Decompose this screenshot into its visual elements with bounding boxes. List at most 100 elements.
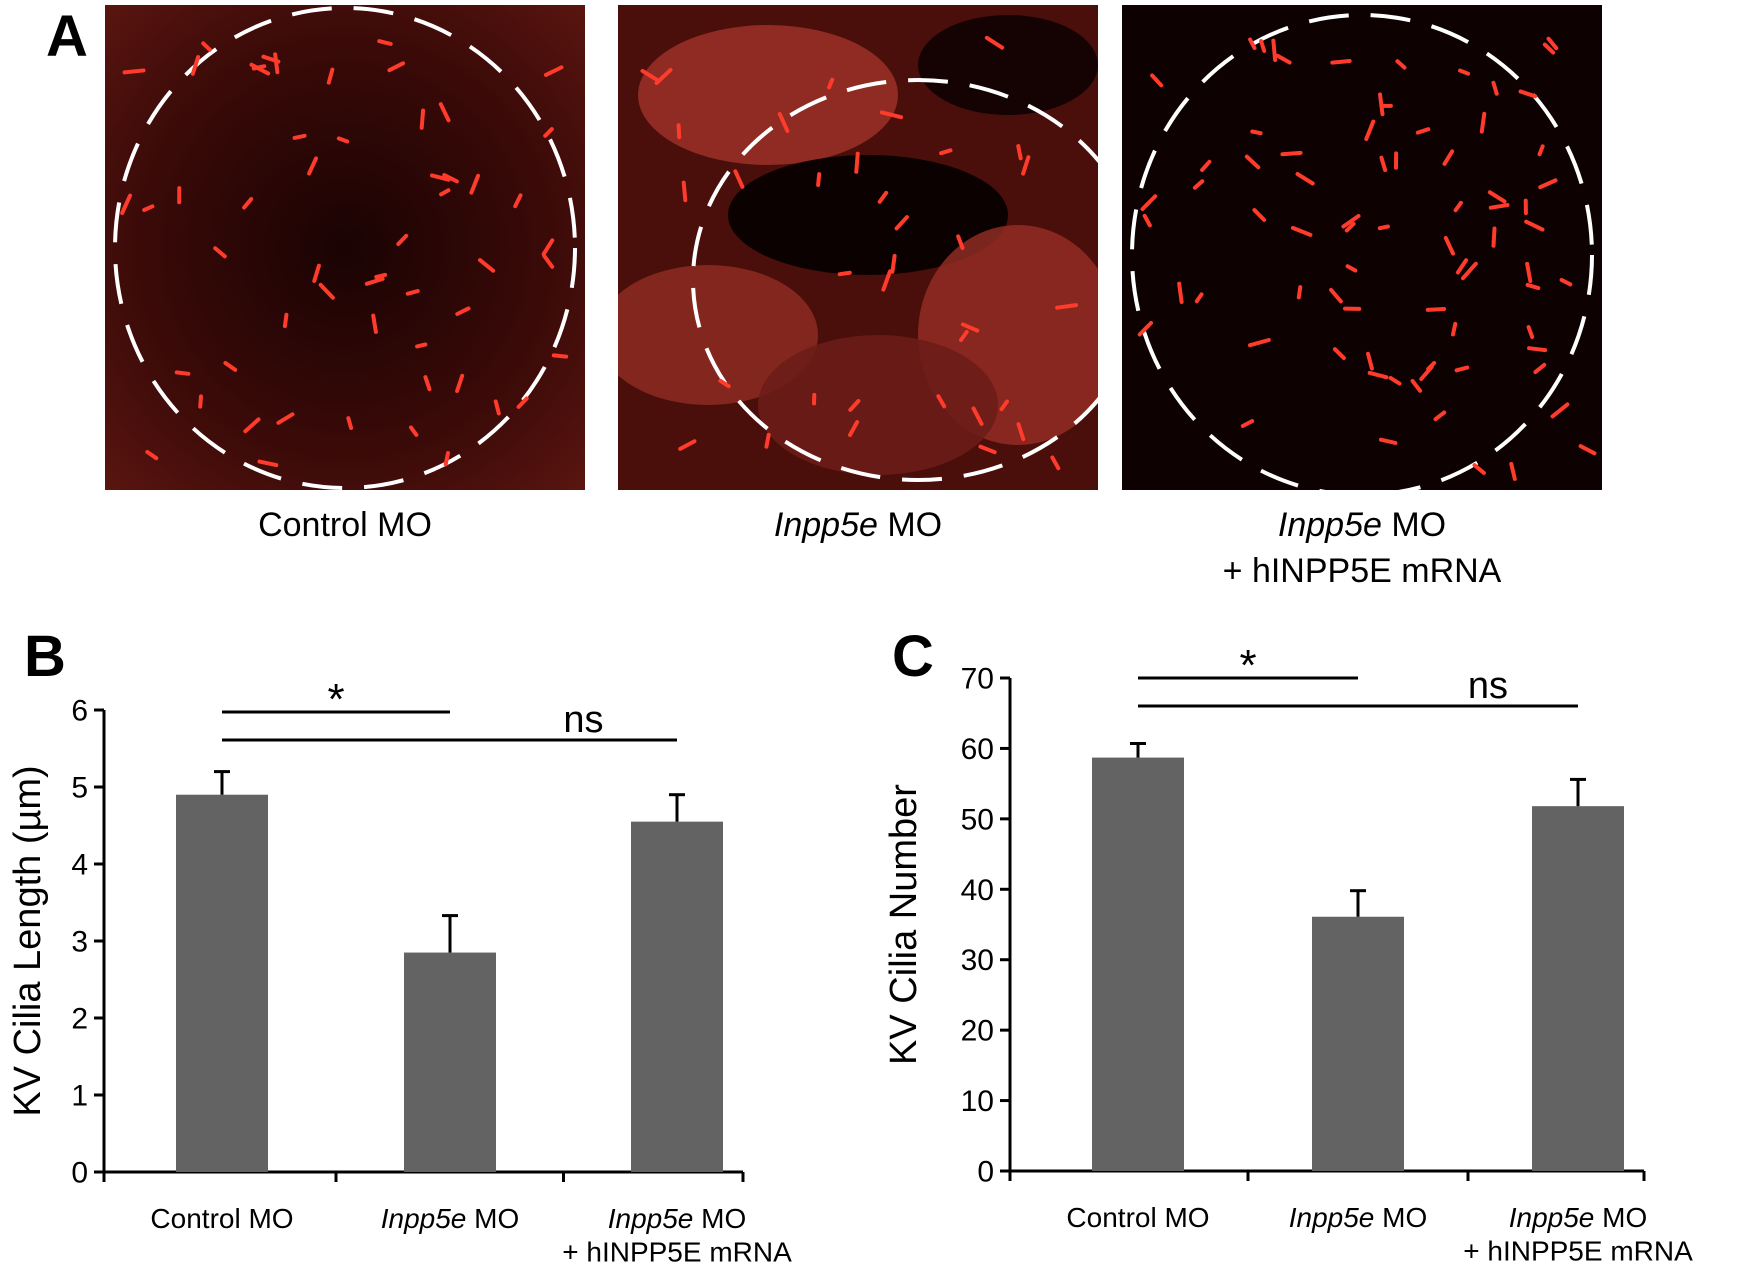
cilium: [894, 215, 909, 231]
cilium: [543, 65, 564, 77]
y-axis-label: KV Cilia Length (µm): [7, 765, 49, 1116]
cilium: [1458, 68, 1471, 76]
cilium: [1550, 402, 1570, 419]
cilium: [1546, 36, 1559, 51]
caption-text: MO: [877, 506, 943, 544]
significance-ns: ns: [1468, 665, 1508, 707]
cilium: [764, 432, 771, 449]
micrograph-inpp5e-mo: [598, 5, 1145, 490]
cilium: [1526, 325, 1535, 339]
cilium: [1525, 261, 1533, 283]
cilium: [1192, 179, 1205, 190]
cilium: [959, 329, 969, 342]
cilium: [213, 246, 227, 259]
x-tick-label: Control MO: [150, 1203, 293, 1234]
bar: [1532, 806, 1624, 1171]
cilium: [939, 148, 953, 156]
cilium: [1259, 39, 1267, 53]
x-tick-label-line2: + hINPP5E mRNA: [1463, 1236, 1693, 1267]
cilium: [198, 394, 204, 409]
kv-outline-circle: [113, 6, 577, 490]
cilium: [122, 68, 146, 75]
cilium: [1016, 422, 1026, 442]
tissue-blob: [638, 25, 898, 165]
cilium: [1425, 306, 1447, 312]
cilium: [1341, 214, 1361, 229]
cilium: [1275, 53, 1292, 65]
x-tick-label-line2: + hINPP5E mRNA: [562, 1237, 792, 1268]
cilia-cluster: [640, 35, 1078, 471]
cilium: [543, 127, 554, 138]
cilium: [282, 312, 289, 329]
cilium: [956, 234, 965, 250]
cilium: [1472, 463, 1486, 475]
cilium: [438, 102, 451, 123]
cilium: [877, 190, 889, 204]
cilium: [455, 306, 471, 316]
cilium: [257, 459, 279, 468]
x-tick-label-text: Control MO: [150, 1203, 293, 1234]
cilium: [442, 173, 459, 184]
tissue-blob: [758, 335, 998, 475]
cilium: [477, 258, 496, 273]
cilium: [1542, 42, 1556, 55]
cilium: [190, 55, 201, 76]
cilium: [848, 420, 860, 437]
micrograph-inpp5e-mo-rescue: [1122, 5, 1602, 497]
cilium: [1344, 221, 1356, 233]
cilium: [145, 450, 159, 461]
cilium: [654, 67, 673, 85]
cilium: [1518, 89, 1538, 99]
significance-star: *: [327, 680, 344, 724]
x-tick-label: Inpp5e MO: [1289, 1202, 1428, 1233]
cilium: [1142, 213, 1152, 228]
cilia-cluster: [1137, 36, 1597, 481]
cilium: [1290, 225, 1313, 237]
caption-control-mo: Control MO: [105, 502, 585, 548]
y-tick-label: 70: [961, 663, 994, 696]
cilium: [415, 342, 428, 349]
cilium: [1461, 261, 1478, 281]
x-tick-label: Inpp5e MO: [608, 1203, 747, 1234]
cilium: [439, 188, 451, 197]
y-tick-label: 6: [71, 695, 88, 728]
cilium: [960, 322, 980, 333]
kv-outline-circle: [1130, 13, 1594, 497]
y-axis-label: KV Cilia Number: [883, 784, 925, 1065]
cilium: [261, 54, 281, 64]
significance-ns: ns: [563, 699, 603, 741]
caption-inpp5e-mo: Inpp5e MO: [618, 502, 1098, 548]
cilium: [1244, 154, 1261, 170]
bar: [1092, 757, 1184, 1171]
cilium: [777, 112, 790, 133]
cilium: [681, 180, 688, 203]
caption-text: Control MO: [258, 506, 432, 544]
cilium: [120, 193, 133, 215]
cilium: [1200, 159, 1212, 172]
tissue-blob: [728, 155, 1008, 275]
cilium: [1150, 73, 1164, 88]
cilium: [346, 416, 354, 430]
cilium: [1454, 365, 1470, 373]
cilium: [1491, 80, 1499, 96]
y-tick-label: 50: [961, 803, 994, 836]
cilium: [292, 133, 307, 140]
cilium: [1455, 258, 1469, 275]
cilium: [1367, 370, 1389, 380]
cilium: [387, 61, 406, 73]
cilium: [1177, 281, 1184, 304]
cilium: [1487, 190, 1507, 204]
cilium: [364, 276, 385, 286]
cilium: [1295, 172, 1315, 186]
cilium: [999, 399, 1009, 412]
cilium: [1194, 292, 1204, 304]
micrograph-control-mo-svg: [113, 6, 577, 490]
cilium: [816, 172, 822, 187]
cilium: [1410, 379, 1423, 393]
cilium: [1280, 150, 1303, 157]
cilium: [1140, 194, 1158, 212]
caption-italic: Inpp5e: [1277, 506, 1382, 544]
micrograph-inpp5e-mo-svg: [598, 5, 1145, 490]
cilium: [312, 263, 321, 283]
